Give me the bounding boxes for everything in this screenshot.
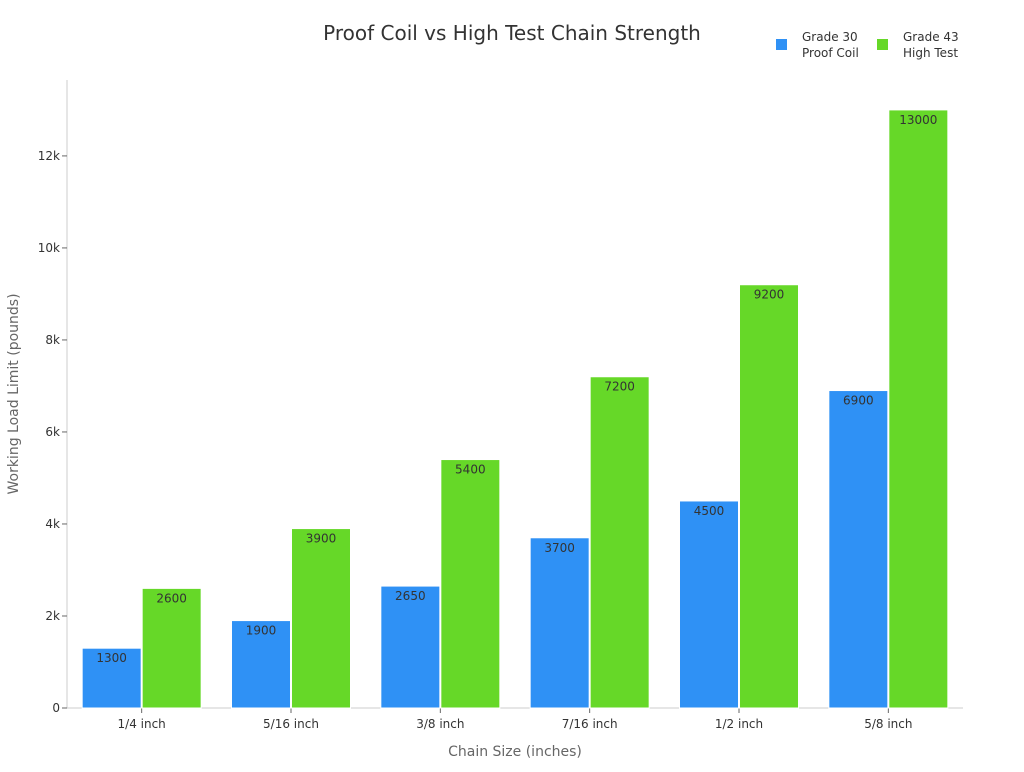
x-tick-label: 3/8 inch: [416, 717, 464, 731]
legend-label: Grade 30: [802, 30, 858, 44]
data-label: 9200: [754, 288, 785, 302]
y-tick-label: 0: [52, 701, 60, 715]
x-tick-label: 1/2 inch: [715, 717, 763, 731]
y-tick-label: 2k: [45, 609, 60, 623]
legend-label: Proof Coil: [802, 46, 859, 60]
data-label: 13000: [899, 113, 937, 127]
x-tick-label: 5/8 inch: [864, 717, 912, 731]
data-label: 4500: [694, 504, 725, 518]
bar: [739, 284, 799, 709]
bar: [828, 390, 889, 709]
y-tick-label: 6k: [45, 425, 60, 439]
bar: [380, 585, 441, 709]
chart-title: Proof Coil vs High Test Chain Strength: [323, 21, 701, 45]
bar: [888, 109, 949, 709]
data-label: 2600: [156, 591, 187, 605]
bar: [440, 459, 501, 709]
data-label: 5400: [455, 463, 486, 477]
bar: [529, 537, 590, 709]
legend-label: Grade 43: [903, 30, 959, 44]
bar: [589, 376, 650, 709]
x-tick-label: 1/4 inch: [118, 717, 166, 731]
y-tick-label: 4k: [45, 517, 60, 531]
y-tick-label: 8k: [45, 333, 60, 347]
bar: [231, 620, 291, 709]
bar: [141, 587, 202, 709]
x-axis-label: Chain Size (inches): [448, 744, 582, 760]
y-tick-label: 12k: [38, 149, 60, 163]
legend-swatch: [877, 39, 888, 50]
data-label: 7200: [604, 380, 635, 394]
bar: [679, 500, 739, 709]
data-label: 6900: [843, 394, 874, 408]
data-label: 2650: [395, 589, 426, 603]
bar: [81, 647, 142, 709]
data-label: 3700: [544, 541, 575, 555]
y-tick-label: 10k: [38, 241, 60, 255]
bar: [291, 528, 351, 709]
legend-label: High Test: [903, 46, 958, 60]
x-tick-label: 5/16 inch: [263, 717, 319, 731]
y-axis-label: Working Load Limit (pounds): [6, 293, 22, 494]
data-label: 1300: [96, 651, 127, 665]
x-tick-label: 7/16 inch: [562, 717, 618, 731]
data-label: 3900: [306, 532, 337, 546]
data-label: 1900: [246, 624, 277, 638]
legend-swatch: [776, 39, 787, 50]
